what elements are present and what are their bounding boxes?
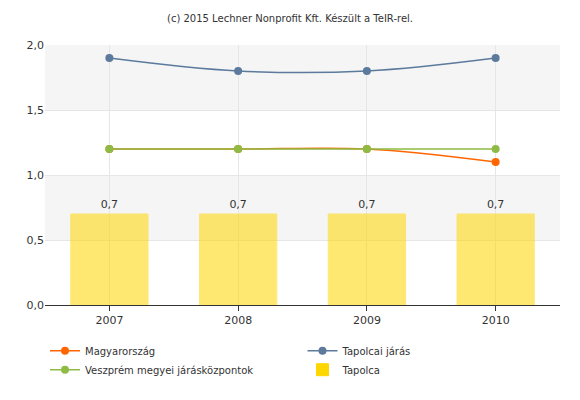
svg-text:0,7: 0,7 <box>101 198 119 211</box>
svg-text:2007: 2007 <box>95 314 123 327</box>
svg-text:0,0: 0,0 <box>27 299 45 312</box>
svg-text:0,7: 0,7 <box>229 198 247 211</box>
svg-text:Tapolcai járás: Tapolcai járás <box>342 346 411 357</box>
svg-text:(c) 2015 Lechner Nonprofit Kft: (c) 2015 Lechner Nonprofit Kft. Készült … <box>167 13 413 24</box>
svg-text:0,7: 0,7 <box>358 198 376 211</box>
svg-text:2,0: 2,0 <box>27 39 45 52</box>
svg-text:2009: 2009 <box>353 314 381 327</box>
svg-text:0,7: 0,7 <box>487 198 505 211</box>
svg-text:2008: 2008 <box>224 314 252 327</box>
svg-text:0,5: 0,5 <box>27 234 45 247</box>
svg-text:1,5: 1,5 <box>27 104 45 117</box>
svg-text:Veszprém megyei járásközpontok: Veszprém megyei járásközpontok <box>85 365 253 376</box>
svg-text:2010: 2010 <box>482 314 510 327</box>
svg-text:Tapolca: Tapolca <box>342 365 380 376</box>
svg-text:Magyarország: Magyarország <box>85 346 155 357</box>
svg-text:1,0: 1,0 <box>27 169 45 182</box>
